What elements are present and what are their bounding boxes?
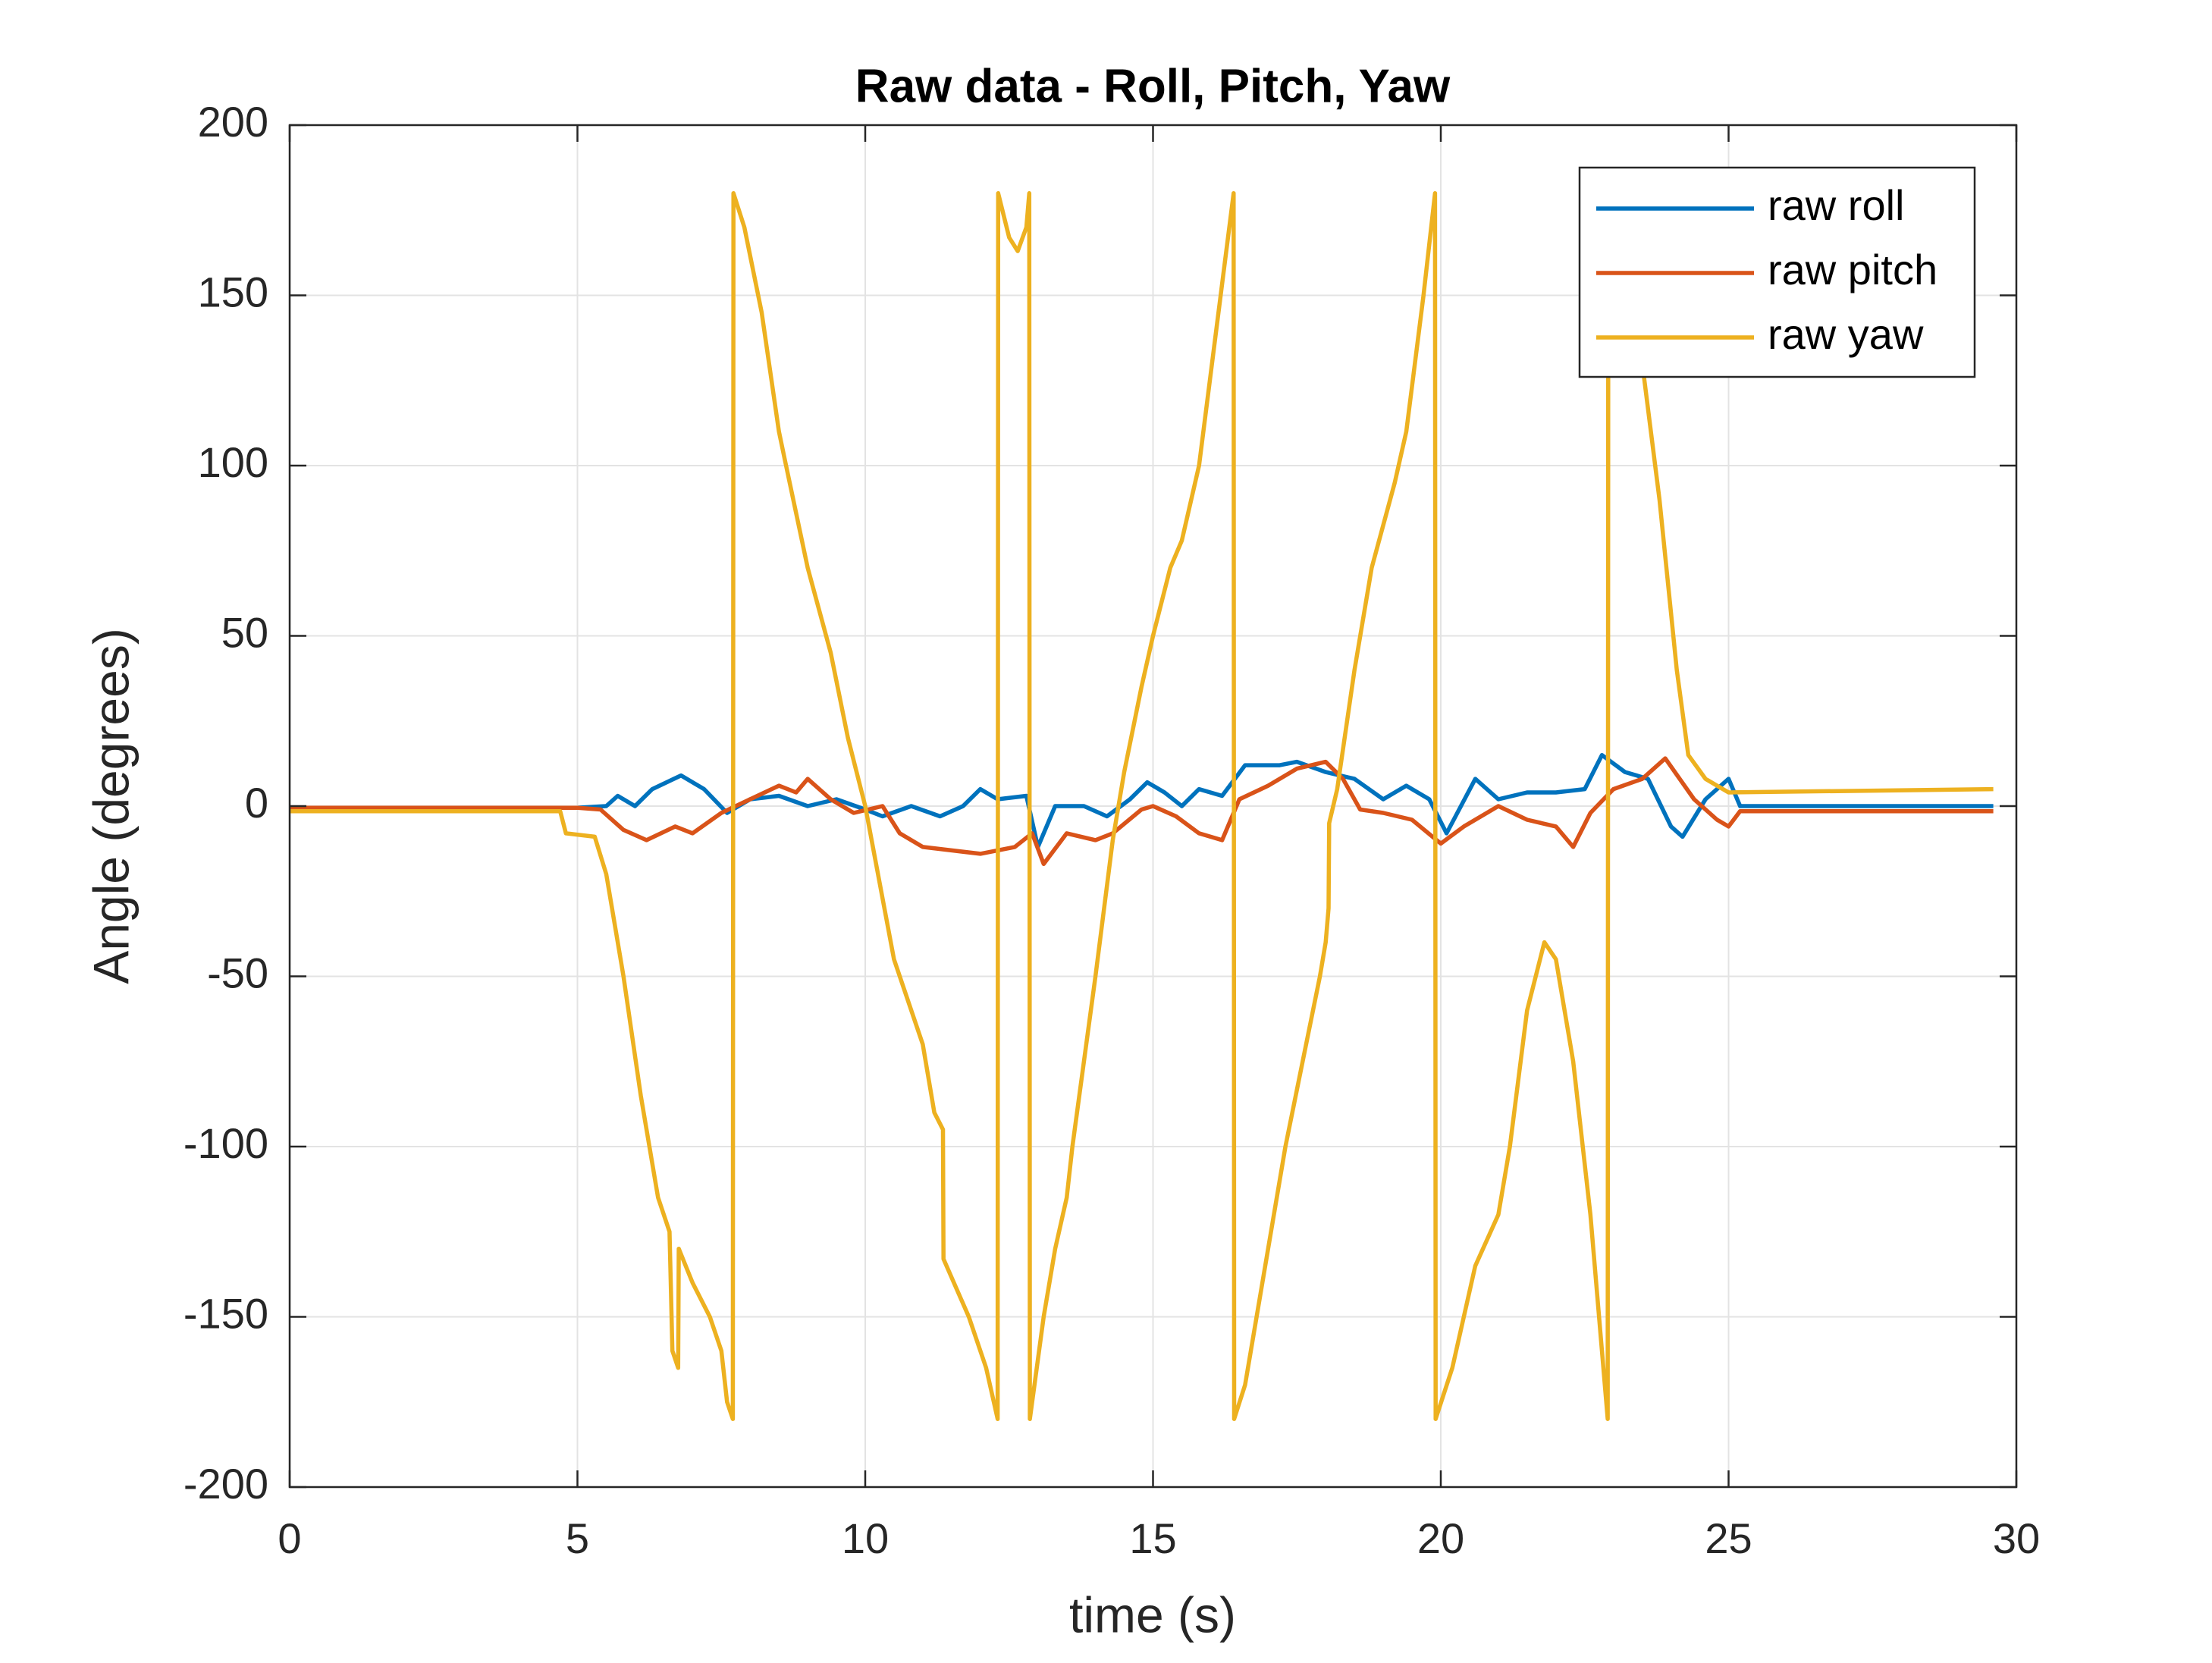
x-tick-label: 30 [1993, 1514, 2040, 1562]
data-line [290, 756, 1994, 867]
y-tick-label: 100 [198, 438, 268, 486]
x-tick-label: 20 [1417, 1514, 1464, 1562]
y-tick-label: 150 [198, 268, 268, 315]
x-tick-label: 0 [278, 1514, 301, 1562]
x-tick-label: 15 [1129, 1514, 1176, 1562]
chart-title: Raw data - Roll, Pitch, Yaw [855, 60, 1451, 112]
y-tick-label: 0 [245, 779, 268, 827]
x-tick-label: 25 [1705, 1514, 1752, 1562]
data-line [290, 191, 1994, 1421]
y-tick-label: -150 [184, 1289, 268, 1337]
y-tick-label: 50 [221, 608, 268, 656]
y-tick-label: -200 [184, 1460, 268, 1508]
x-tick-label: 10 [842, 1514, 889, 1562]
y-axis-label: Angle (degrees) [83, 628, 139, 984]
legend-label: raw pitch [1768, 246, 1937, 293]
x-tick-label: 5 [566, 1514, 589, 1562]
legend-label: raw roll [1768, 181, 1904, 229]
legend-label: raw yaw [1768, 310, 1924, 358]
legend: raw roll raw pitch raw yaw [1578, 166, 1976, 378]
y-tick-label: -50 [207, 949, 268, 996]
x-axis-label: time (s) [1069, 1586, 1236, 1643]
y-tick-label: -100 [184, 1119, 268, 1167]
y-tick-label: 200 [198, 98, 268, 146]
